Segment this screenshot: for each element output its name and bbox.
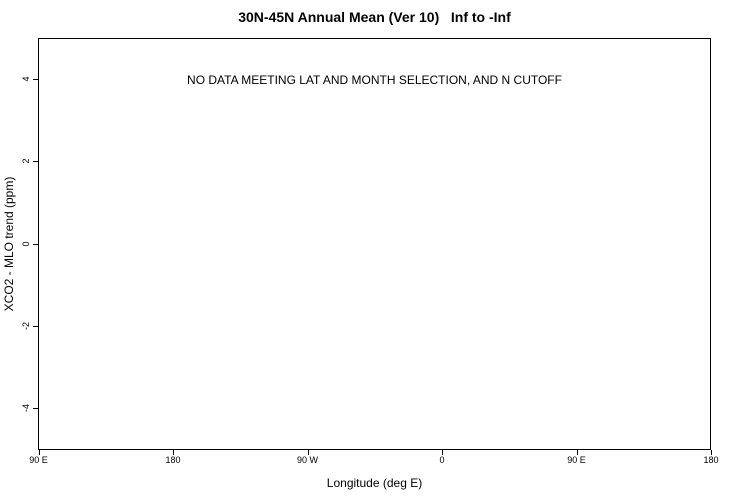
- y-tick-mark: [33, 408, 38, 410]
- y-axis-title-text: XCO2 - MLO trend (ppm): [2, 176, 16, 312]
- chart-title: 30N-45N Annual Mean (Ver 10) Inf to -Inf: [238, 9, 511, 25]
- y-tick-mark: [33, 161, 38, 163]
- x-tick-label: 180: [703, 455, 719, 465]
- x-tick-label: 90 W: [296, 455, 319, 465]
- y-tick-mark: [33, 243, 38, 245]
- y-tick-mark: [33, 79, 38, 81]
- y-tick-mark: [33, 326, 38, 328]
- x-tick-mark: [576, 450, 578, 455]
- y-tick-label-text: 0: [21, 241, 31, 247]
- x-tick-label: 90 E: [29, 455, 48, 465]
- y-tick-label-text: -4: [21, 404, 31, 413]
- y-tick-label-text: 2: [21, 158, 31, 164]
- x-tick-label: 0: [439, 455, 445, 465]
- x-tick-mark: [38, 450, 40, 455]
- x-tick-label: 90 E: [567, 455, 586, 465]
- y-tick-label-text: 4: [21, 76, 31, 82]
- x-axis-title: Longitude (deg E): [326, 476, 423, 490]
- no-data-message: NO DATA MEETING LAT AND MONTH SELECTION,…: [187, 73, 562, 87]
- x-tick-mark: [173, 450, 174, 455]
- x-tick-mark: [442, 450, 443, 455]
- x-tick-mark: [711, 450, 712, 455]
- y-tick-label-text: -2: [21, 322, 31, 331]
- x-tick-mark: [307, 450, 309, 455]
- plot-area: NO DATA MEETING LAT AND MONTH SELECTION,…: [38, 38, 711, 450]
- x-tick-label: 180: [165, 455, 181, 465]
